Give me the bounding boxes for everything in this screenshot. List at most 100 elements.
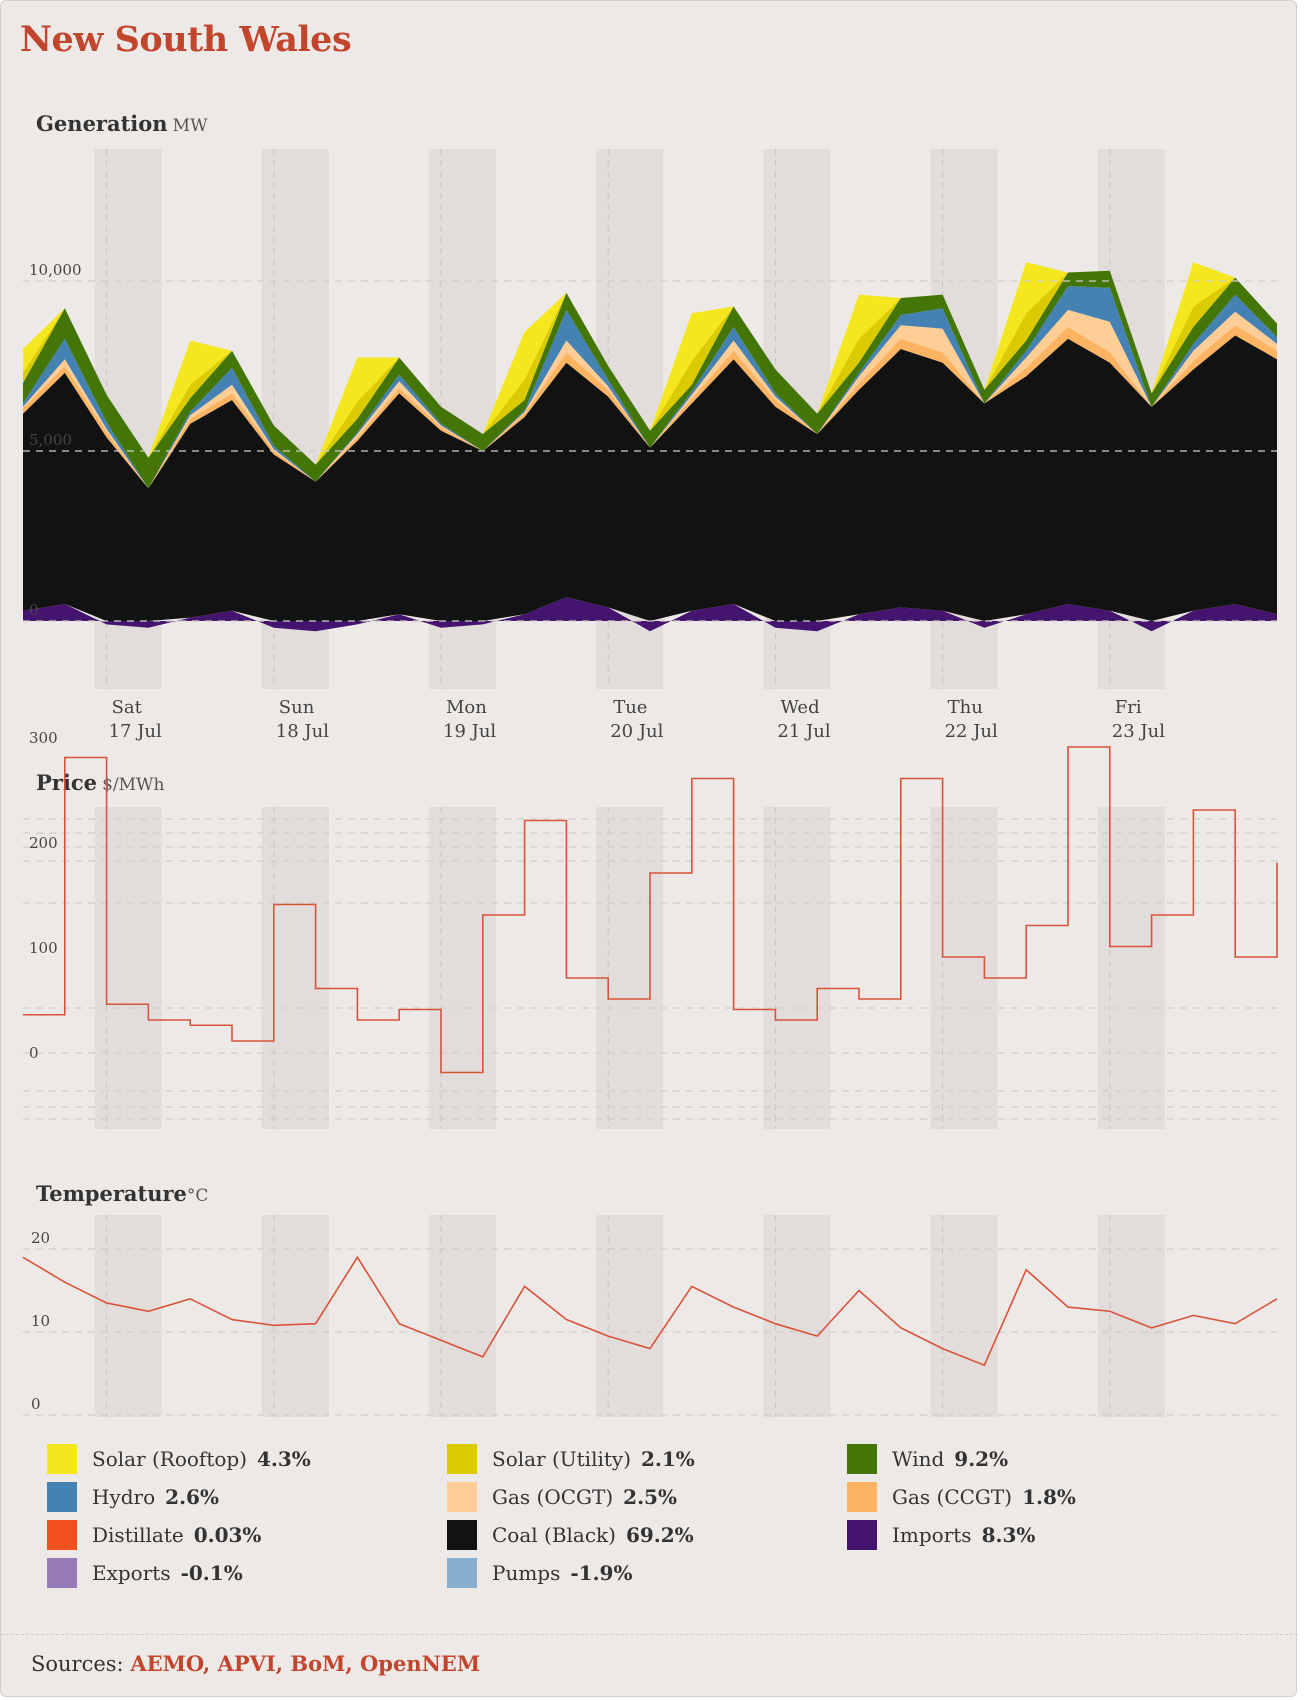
- sources-footer: Sources: AEMO, APVI, BoM, OpenNEM: [31, 1651, 480, 1676]
- y-tick-label: 0: [31, 1395, 41, 1413]
- legend-percent: 8.3%: [981, 1523, 1036, 1547]
- legend-percent: -1.9%: [570, 1561, 633, 1585]
- series-imports: [23, 597, 1277, 632]
- legend-label: Solar (Rooftop): [92, 1447, 248, 1471]
- date-label: 21 Jul: [777, 721, 830, 742]
- legend-swatch: [47, 1444, 77, 1474]
- y-tick-label: 0: [29, 1044, 39, 1062]
- legend-item[interactable]: Coal (Black) 69.2%: [447, 1520, 847, 1550]
- y-tick-label: 20: [31, 1229, 50, 1247]
- price-unit: $/MWh: [102, 775, 165, 795]
- generation-chart[interactable]: 0 5,000 10,000 Sat 17 Jul Sun 18 Jul Mon 19 Jul T…: [1, 141, 1298, 742]
- legend-label: Distillate: [92, 1523, 184, 1547]
- legend-percent: 2.5%: [623, 1485, 677, 1509]
- date-label: 18 Jul: [276, 721, 329, 742]
- night-band: [930, 1215, 998, 1417]
- night-band: [763, 807, 831, 1129]
- night-band: [429, 807, 496, 1129]
- legend-swatch: [447, 1482, 477, 1512]
- legend-item[interactable]: Hydro 2.6%: [47, 1482, 447, 1512]
- sources-label: Sources:: [31, 1652, 124, 1676]
- price-chart[interactable]: 0 100 200 300: [1, 729, 1298, 1133]
- y-tick-label: 100: [29, 939, 58, 957]
- legend-label: Pumps: [492, 1561, 561, 1585]
- legend-item[interactable]: Solar (Utility) 2.1%: [447, 1444, 847, 1474]
- temperature-chart[interactable]: 0 10 20: [1, 1215, 1298, 1431]
- temperature-unit: °C: [186, 1186, 209, 1206]
- day-label: Mon: [446, 697, 487, 718]
- legend-item[interactable]: Exports -0.1%: [47, 1558, 447, 1588]
- page-title: New South Wales: [20, 19, 352, 60]
- legend-label: Gas (OCGT): [492, 1485, 614, 1509]
- y-tick-label: 300: [29, 729, 58, 747]
- legend-swatch: [47, 1558, 77, 1588]
- legend-swatch: [847, 1444, 877, 1474]
- night-band: [1097, 807, 1165, 1129]
- generation-title: Generation: [36, 111, 168, 136]
- sources-divider: [1, 1634, 1298, 1635]
- legend-label: Exports: [92, 1561, 171, 1585]
- legend-swatch: [847, 1482, 877, 1512]
- price-panel-label: Price $/MWh: [36, 770, 164, 795]
- legend-item[interactable]: Wind 9.2%: [847, 1444, 1247, 1474]
- legend-percent: 9.2%: [954, 1447, 1009, 1471]
- temperature-line: [22, 1255, 1278, 1367]
- date-label: 22 Jul: [945, 721, 998, 742]
- legend-label: Wind: [892, 1447, 945, 1471]
- night-band: [94, 807, 162, 1129]
- generation-panel-label: Generation MW: [36, 111, 208, 136]
- legend-item[interactable]: Distillate 0.03%: [47, 1520, 447, 1550]
- y-tick-label: 200: [29, 834, 58, 852]
- legend-swatch: [847, 1520, 877, 1550]
- day-label: Sat: [112, 697, 143, 718]
- y-tick-label: 10: [31, 1312, 50, 1330]
- legend-item[interactable]: Gas (CCGT) 1.8%: [847, 1482, 1247, 1512]
- date-label: 17 Jul: [109, 721, 162, 742]
- legend-percent: 0.03%: [193, 1523, 262, 1547]
- legend-percent: -0.1%: [180, 1561, 243, 1585]
- day-label: Tue: [613, 697, 647, 718]
- y-tick-label: 5,000: [29, 431, 72, 449]
- day-label: Sun: [279, 697, 315, 718]
- night-band: [261, 1215, 329, 1417]
- temperature-panel-label: Temperature°C: [36, 1181, 208, 1206]
- legend-percent: 2.6%: [165, 1485, 219, 1509]
- legend-percent: 4.3%: [257, 1447, 311, 1471]
- day-label: Wed: [780, 697, 819, 718]
- y-tick-label: 0: [29, 601, 39, 619]
- legend-item[interactable]: Gas (OCGT) 2.5%: [447, 1482, 847, 1512]
- night-band: [429, 1215, 496, 1417]
- date-label: 23 Jul: [1112, 721, 1165, 742]
- night-band: [261, 807, 329, 1129]
- series-coal-black: [23, 335, 1277, 621]
- legend-swatch: [47, 1520, 77, 1550]
- date-label: 20 Jul: [610, 721, 663, 742]
- legend-label: Gas (CCGT): [892, 1485, 1013, 1509]
- legend-item[interactable]: Imports 8.3%: [847, 1520, 1247, 1550]
- date-label: 19 Jul: [443, 721, 496, 742]
- night-band: [930, 807, 998, 1129]
- legend-percent: 69.2%: [625, 1523, 694, 1547]
- night-band: [763, 1215, 831, 1417]
- day-label: Fri: [1115, 697, 1142, 718]
- legend-item[interactable]: Solar (Rooftop) 4.3%: [47, 1444, 447, 1474]
- legend-label: Solar (Utility): [492, 1447, 632, 1471]
- y-tick-label: 10,000: [29, 261, 82, 279]
- legend: Solar (Rooftop) 4.3% Solar (Utility) 2.1% Wi…: [47, 1444, 1277, 1588]
- legend-percent: 2.1%: [641, 1447, 695, 1471]
- night-band: [94, 1215, 162, 1417]
- night-band: [596, 1215, 664, 1417]
- legend-percent: 1.8%: [1022, 1485, 1076, 1509]
- temperature-title: Temperature: [36, 1181, 187, 1206]
- price-line: [23, 746, 1278, 1074]
- price-title: Price: [36, 770, 97, 795]
- legend-item[interactable]: Pumps -1.9%: [447, 1558, 847, 1588]
- sources-links[interactable]: AEMO, APVI, BoM, OpenNEM: [130, 1651, 481, 1676]
- legend-swatch: [47, 1482, 77, 1512]
- legend-swatch: [447, 1444, 477, 1474]
- legend-swatch: [447, 1558, 477, 1588]
- day-label: Thu: [948, 697, 983, 718]
- legend-label: Coal (Black): [492, 1523, 616, 1547]
- legend-swatch: [447, 1520, 477, 1550]
